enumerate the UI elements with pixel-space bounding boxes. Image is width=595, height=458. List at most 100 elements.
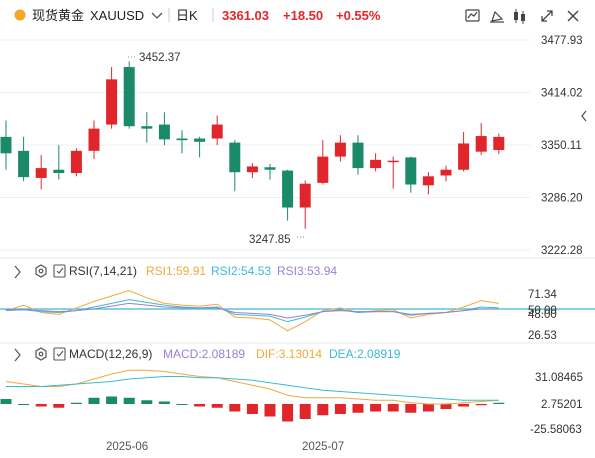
price-change: +18.50 [283,8,323,23]
currency-coin-icon [14,9,26,21]
candles-layer [0,61,505,229]
macd-histogram-bar [352,404,364,413]
rsi-axis-label: 50.00 [528,305,557,317]
price-axis-label: 3222.28 [541,245,583,257]
candle-body [53,169,65,174]
settings-gear-icon[interactable] [35,347,47,361]
macd-axis-label: 31.08465 [535,372,583,384]
macd-histogram-bar [282,404,294,422]
dif-line [5,369,499,405]
candle-body [299,183,311,208]
dea-line [6,376,499,401]
macd-histogram-bar [141,400,153,404]
candle-body [264,167,276,170]
rsi-axis-label: 48.00 [528,309,557,321]
candle-body [422,176,434,186]
candle-body [123,67,135,127]
visibility-icon[interactable] [53,264,66,278]
low-label: 3247.85 [249,234,291,246]
candle-body [141,126,153,129]
dif-value: DIF:3.13014 [256,347,322,361]
macd-header: MACD(12,26,9) MACD:2.08189 DIF:3.13014 D… [14,347,401,362]
candle-body [158,124,170,140]
rsi1-line [5,289,499,332]
macd-layer [0,369,505,422]
macd-histogram-bar [18,404,30,405]
price-grid [0,39,530,251]
collapse-panel-icon[interactable] [581,110,587,122]
rsi2-line [5,299,499,323]
candle-body [176,138,188,141]
candle-body [440,169,452,176]
macd-histogram-bar [387,404,399,412]
period-selector[interactable]: 日K [176,8,198,23]
macd-histogram-bar [88,397,100,404]
candle-body [35,168,47,178]
visibility-icon[interactable] [53,347,66,361]
macd-histogram-bar [246,404,258,414]
fullscreen-icon[interactable] [541,10,553,22]
rsi3-value: RSI3:53.94 [277,264,337,278]
symbol[interactable]: XAUUSD [90,8,144,23]
price-axis-label: 3477.93 [541,35,583,47]
price-axis-label: 3286.20 [541,192,583,204]
chevron-down-icon[interactable] [151,12,163,19]
settings-icon[interactable] [567,10,579,22]
candle-body [88,128,100,151]
price-axis: 3477.93 3414.02 3350.11 3286.20 3222.28 [541,35,583,257]
compare-icon[interactable] [514,9,525,24]
dea-value: DEA:2.08919 [329,347,401,361]
price-axis-label: 3350.11 [541,140,582,152]
macd-histogram-bar [440,404,452,409]
candle-body [194,138,206,142]
candle-body [493,136,505,151]
indicator-icon[interactable] [465,9,480,22]
macd-histogram-bar [458,404,470,407]
rsi-header: RSI(7,14,21) RSI1:59.91 RSI2:54.53 RSI3:… [14,264,337,279]
candle-body [405,157,417,185]
candle-body [106,79,118,125]
macd-histogram-bar [493,402,505,404]
candle-body [282,170,294,208]
candle-body [370,159,382,169]
time-axis-label: 2025-06 [106,441,148,453]
macd-axis: 31.08465 2.75201 -25.58063 [530,372,583,436]
macd-axis-label: -25.58063 [530,424,582,436]
macd-histogram-bar [53,404,65,408]
candle-body [246,166,258,173]
price-axis-label: 3414.02 [541,87,583,99]
symbol-cn: 现货黄金 [32,8,84,23]
macd-histogram-bar [317,404,329,416]
collapse-icon[interactable] [14,348,21,362]
macd-label: MACD(12,26,9) [69,347,152,361]
low-annotation: 3247.85 [249,234,306,246]
macd-histogram-bar [70,402,82,404]
macd-histogram-bar [475,404,487,406]
candle-body [387,160,399,163]
candle-body [70,150,82,174]
macd-histogram-bar [370,404,382,412]
macd-value: MACD:2.08189 [163,347,245,361]
draw-tool-icon[interactable] [490,10,504,23]
macd-histogram-bar [264,404,276,417]
macd-histogram-bar [158,401,170,404]
candle-body [458,143,470,170]
macd-histogram-bar [35,404,47,407]
current-price: 3361.03 [222,8,269,23]
settings-gear-icon[interactable] [35,264,47,278]
candle-body [211,124,223,139]
macd-histogram-bar [229,404,241,412]
price-change-pct: +0.55% [336,8,381,23]
macd-histogram-bar [405,404,417,413]
candle-body [0,136,12,154]
candle-body [334,142,346,157]
candle-body [317,156,329,183]
time-axis: 2025-06 2025-07 [106,441,344,453]
rsi2-value: RSI2:54.53 [211,264,271,278]
rsi-axis-label: 71.34 [528,289,557,301]
macd-histogram-bar [334,404,346,414]
collapse-icon[interactable] [14,265,21,279]
macd-histogram-bar [123,397,135,404]
macd-histogram-bar [0,399,12,404]
